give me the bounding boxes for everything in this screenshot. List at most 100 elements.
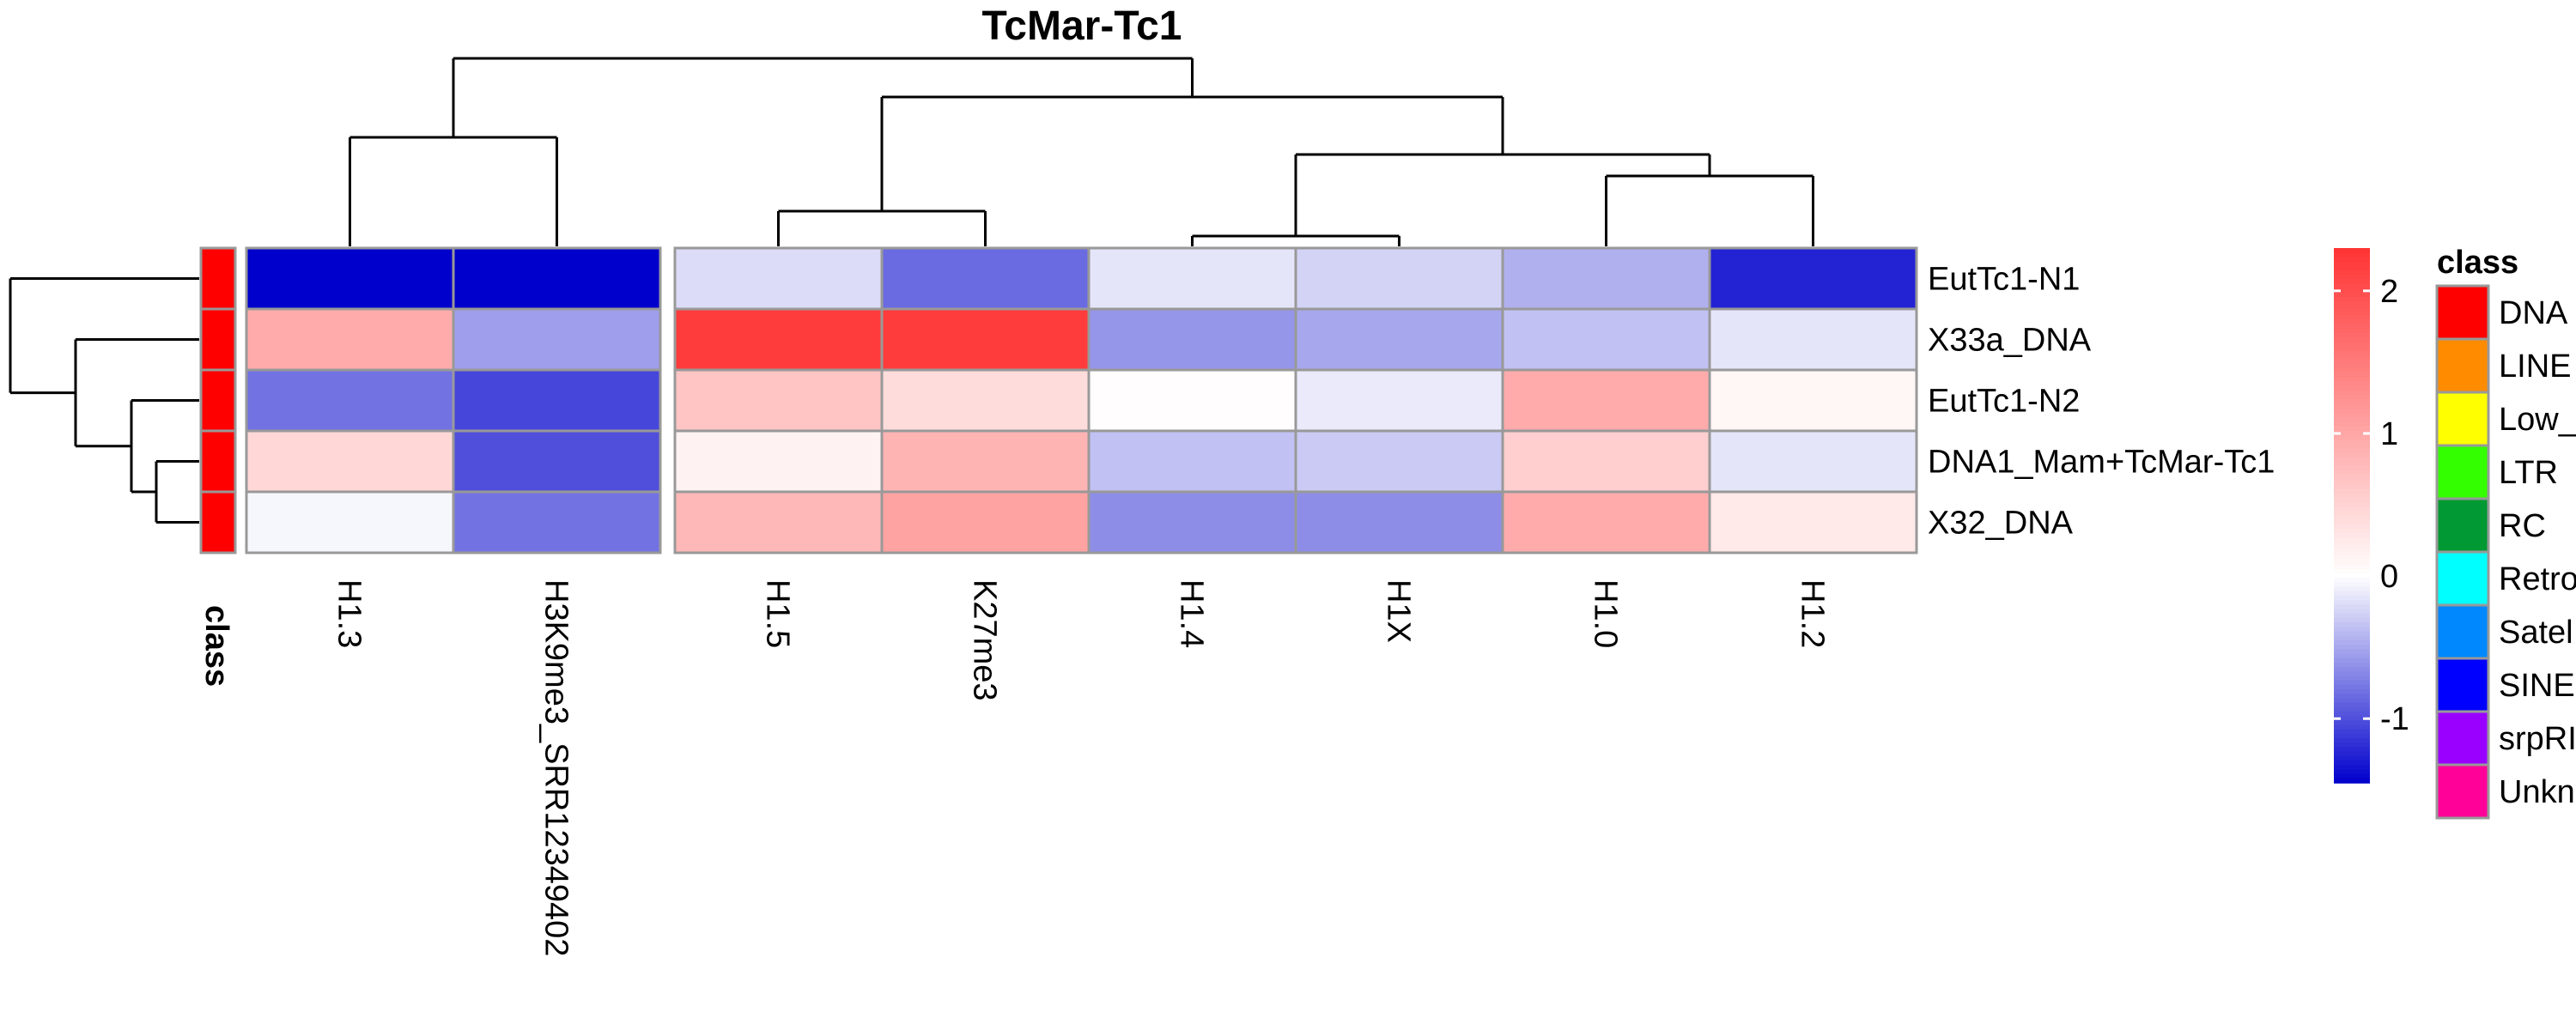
legend-swatch bbox=[2435, 710, 2490, 766]
colorbar-segment bbox=[2334, 564, 2370, 570]
colorbar-segment bbox=[2334, 555, 2370, 561]
colorbar-segment bbox=[2334, 578, 2370, 584]
colorbar-segment bbox=[2334, 462, 2370, 468]
annotation-label: class bbox=[198, 605, 234, 687]
heatmap-cell bbox=[452, 490, 662, 554]
colorbar-segment bbox=[2334, 586, 2370, 592]
colorbar-segment bbox=[2334, 408, 2370, 414]
colorbar-segment bbox=[2334, 261, 2370, 267]
legend-swatch bbox=[2435, 657, 2490, 713]
colorbar-segment bbox=[2334, 533, 2370, 539]
heatmap-cell bbox=[1708, 490, 1918, 554]
heatmap-cell bbox=[673, 246, 884, 311]
colorbar-segment bbox=[2334, 506, 2370, 512]
colorbar-segment bbox=[2334, 493, 2370, 499]
row-labels: EutTc1-N1 X33a_DNA EutTc1-N2 DNA1_Mam+TcMar… bbox=[1928, 262, 2275, 542]
colorbar-segment bbox=[2334, 680, 2370, 686]
colorbar-segment bbox=[2334, 635, 2370, 641]
heatmap-cell bbox=[452, 368, 662, 433]
colorbar-segment bbox=[2334, 688, 2370, 694]
colorbar-segment bbox=[2334, 350, 2370, 356]
colorbar-segment bbox=[2334, 448, 2370, 454]
heatmap-cell bbox=[1294, 368, 1504, 433]
class-legend: class DNA LINE Low_ LTR RC Retro Satel SINE srpRI… bbox=[2435, 245, 2576, 820]
colorbar-segment bbox=[2334, 595, 2370, 601]
colorbar-segment bbox=[2334, 702, 2370, 708]
heatmap-cell bbox=[1294, 490, 1504, 554]
heatmap-cell bbox=[1087, 307, 1297, 372]
colorbar-segment bbox=[2334, 301, 2370, 307]
colorbar-segment bbox=[2334, 716, 2370, 722]
colorbar-segment bbox=[2334, 609, 2370, 615]
colorbar-segment bbox=[2334, 760, 2370, 766]
colorbar-segment bbox=[2334, 684, 2370, 690]
column-label: H1.4 bbox=[1174, 579, 1210, 648]
colorbar-segment bbox=[2334, 475, 2370, 481]
legend-swatch bbox=[2435, 284, 2490, 341]
colorbar-segment bbox=[2334, 560, 2370, 566]
colorbar-segment bbox=[2334, 711, 2370, 717]
heatmap-cell bbox=[1501, 246, 1711, 311]
heatmap-cell bbox=[673, 490, 884, 554]
colorbar-segment bbox=[2334, 319, 2370, 325]
heatmap-cell bbox=[880, 490, 1091, 554]
colorbar-segment bbox=[2334, 627, 2370, 633]
colorbar-segment bbox=[2334, 403, 2370, 409]
colorbar-segment bbox=[2334, 657, 2370, 663]
colorbar-segment bbox=[2334, 466, 2370, 472]
heatmap-cell bbox=[1708, 307, 1918, 372]
colorbar-segment bbox=[2334, 755, 2370, 761]
heatmap-cell bbox=[673, 307, 884, 372]
colorbar-segment bbox=[2334, 435, 2370, 441]
colorbar-segment bbox=[2334, 698, 2370, 704]
column-label: K27me3 bbox=[967, 579, 1003, 701]
column-label: H1.2 bbox=[1795, 579, 1831, 648]
colorbar-segment bbox=[2334, 622, 2370, 628]
colorbar-segment bbox=[2334, 676, 2370, 682]
heatmap-cell bbox=[1294, 429, 1504, 494]
row-label: X33a_DNA bbox=[1928, 323, 2092, 359]
heatmap-cell bbox=[1294, 307, 1504, 372]
colorbar-segment bbox=[2334, 283, 2370, 289]
colorbar-segment bbox=[2334, 346, 2370, 352]
legend-swatch bbox=[2435, 550, 2490, 607]
colorbar-segment bbox=[2334, 381, 2370, 387]
colorbar-segment bbox=[2334, 639, 2370, 645]
colorbar-segment bbox=[2334, 778, 2370, 784]
colorbar-segment bbox=[2334, 738, 2370, 744]
colorbar-segment bbox=[2334, 573, 2370, 579]
legend-title: class bbox=[2437, 245, 2518, 281]
row-annotation-cell bbox=[199, 490, 237, 554]
colorbar-segment bbox=[2334, 511, 2370, 517]
colorbar-segment bbox=[2334, 270, 2370, 276]
heatmap-cell bbox=[452, 429, 662, 494]
colorbar-segment bbox=[2334, 604, 2370, 610]
legend-swatch bbox=[2435, 763, 2490, 820]
legend-swatch bbox=[2435, 444, 2490, 500]
legend-entry-label: RC bbox=[2499, 508, 2546, 544]
colorbar-segment bbox=[2334, 439, 2370, 445]
heatmap-cell bbox=[1087, 429, 1297, 494]
colorbar-segment bbox=[2334, 671, 2370, 677]
colorbar-segment bbox=[2334, 354, 2370, 360]
colorbar-segment bbox=[2334, 336, 2370, 342]
colorbar-segment bbox=[2334, 391, 2370, 397]
colorbar-tick-label: 0 bbox=[2380, 559, 2398, 595]
legend-entry-label: SINE bbox=[2499, 668, 2575, 704]
row-label: EutTc1-N2 bbox=[1928, 384, 2080, 420]
legend-entry-label: Retro bbox=[2499, 561, 2576, 597]
colorbar-segment bbox=[2334, 694, 2370, 700]
legend-entry-label: LINE bbox=[2499, 348, 2571, 385]
colorbar-tick-label: 2 bbox=[2380, 274, 2398, 310]
colorbar-segment bbox=[2334, 457, 2370, 463]
heatmap-cell bbox=[1708, 368, 1918, 433]
heatmap-cell bbox=[452, 246, 662, 311]
heatmap-cell bbox=[880, 429, 1091, 494]
colorbar-segment bbox=[2334, 662, 2370, 668]
legend-entry-label: Satel bbox=[2499, 615, 2573, 651]
row-annotation-cell bbox=[199, 307, 237, 372]
legend-entry-label: Unkn bbox=[2499, 774, 2575, 810]
colorbar-segment bbox=[2334, 519, 2370, 525]
heatmap-cell bbox=[1501, 429, 1711, 494]
colorbar-segment bbox=[2334, 649, 2370, 655]
